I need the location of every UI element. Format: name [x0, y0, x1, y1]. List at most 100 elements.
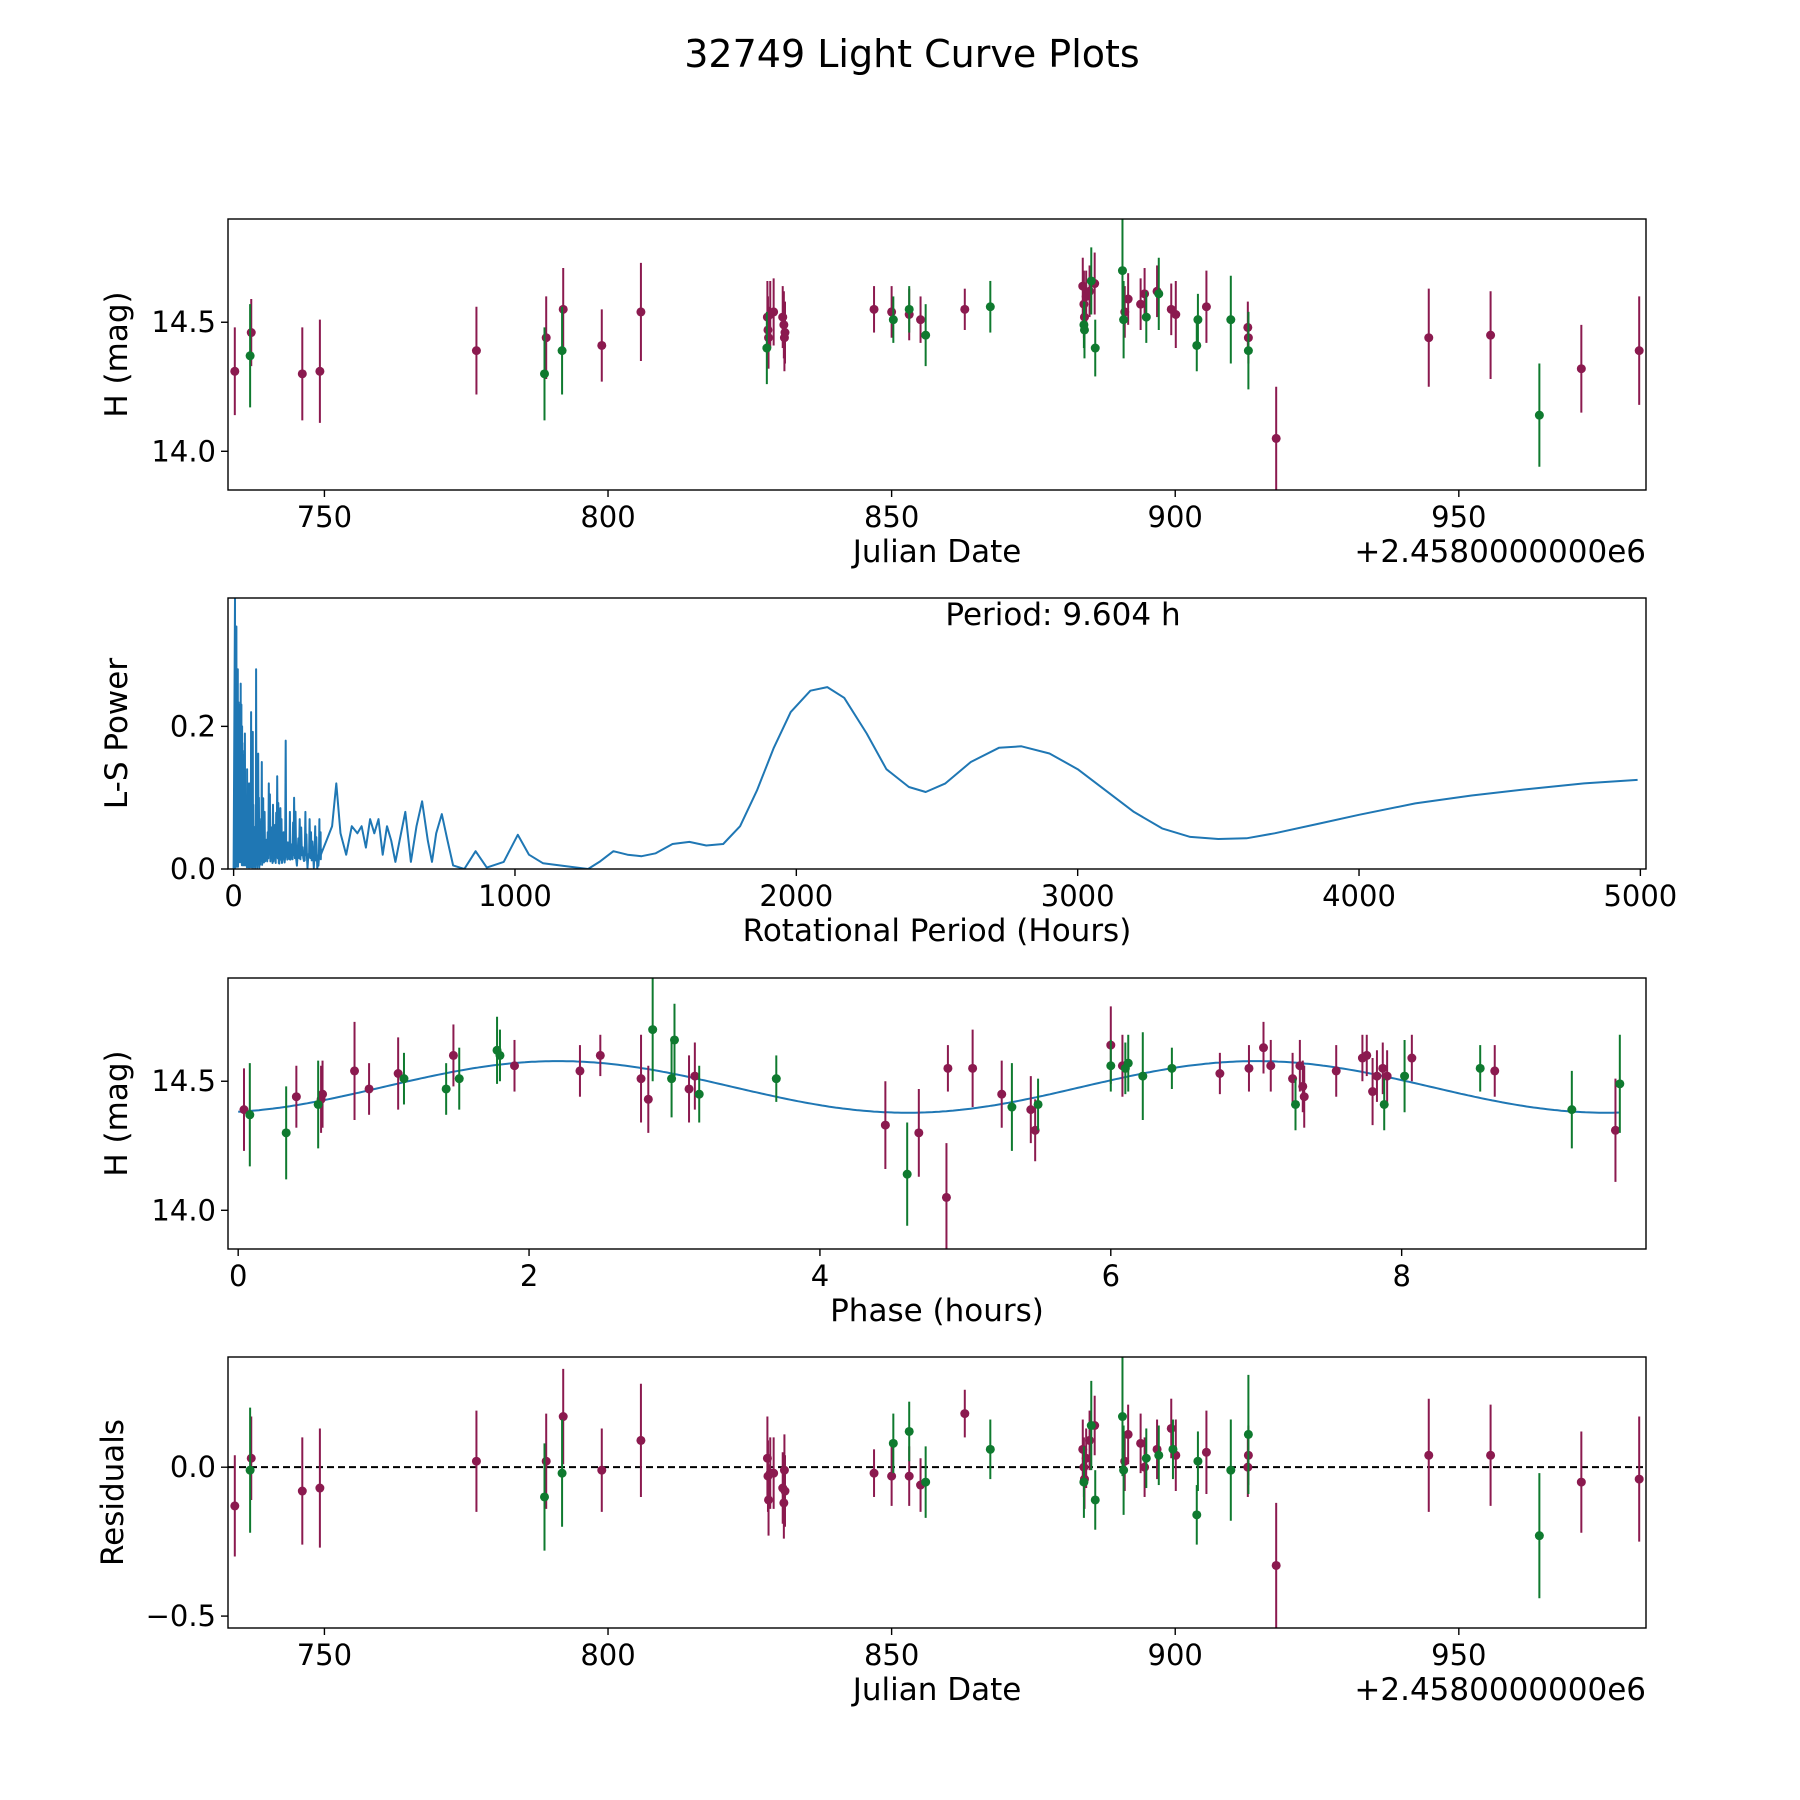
data-point [1117, 1412, 1127, 1422]
data-point [1615, 1079, 1625, 1089]
periodogram-axes-frame [227, 597, 1647, 870]
data-point [318, 1089, 328, 1099]
x-axis-label: Julian Date [851, 534, 1022, 570]
data-point [869, 304, 879, 314]
data-point [1379, 1099, 1389, 1109]
data-point [1090, 343, 1100, 353]
data-point [1534, 1531, 1544, 1541]
data-point [510, 1061, 520, 1071]
x-tick-label: 750 [297, 1638, 352, 1672]
data-point [1567, 1105, 1577, 1115]
data-point [902, 1169, 912, 1179]
x-tick-label: 750 [297, 500, 352, 534]
data-point [904, 304, 914, 314]
x-axis-label: Rotational Period (Hours) [743, 913, 1132, 949]
data-point [471, 346, 481, 356]
data-point [1259, 1043, 1269, 1053]
data-point [769, 307, 779, 317]
data-point [239, 1105, 249, 1115]
data-point [968, 1063, 978, 1073]
data-point [762, 343, 772, 353]
data-point [636, 1435, 646, 1445]
period-annotation: Period: 9.604 h [945, 597, 1180, 633]
data-point [281, 1128, 291, 1138]
data-point [941, 1192, 951, 1202]
data-point [1154, 1450, 1164, 1460]
x-tick-label: 0 [229, 1259, 247, 1293]
data-point [1171, 309, 1181, 319]
data-point [690, 1071, 700, 1081]
x-tick-label: 8 [1392, 1259, 1410, 1293]
data-point [1154, 289, 1164, 299]
data-point [1167, 1063, 1177, 1073]
x-offset-label: +2.4580000000e6 [1354, 1672, 1646, 1708]
data-point [441, 1084, 451, 1094]
data-point [888, 1438, 898, 1448]
data-point [558, 304, 568, 314]
data-point [539, 369, 549, 379]
data-point [315, 366, 325, 376]
x-tick-label: 2000 [759, 879, 833, 913]
data-point [1136, 299, 1146, 309]
data-point [1086, 1420, 1096, 1430]
data-point [350, 1066, 360, 1076]
data-point [230, 1501, 240, 1511]
data-point [887, 307, 897, 317]
y-tick-label: 14.0 [151, 1193, 216, 1227]
lightcurve-plot-area [230, 219, 1644, 490]
phased-series-B [245, 978, 1625, 1226]
data-point [245, 1110, 255, 1120]
data-point [1271, 1560, 1281, 1570]
data-point [1475, 1063, 1485, 1073]
data-point [1086, 276, 1096, 286]
data-point [1299, 1092, 1309, 1102]
data-point [541, 1456, 551, 1466]
data-point [557, 346, 567, 356]
data-point [1123, 1429, 1133, 1439]
data-point [246, 328, 256, 338]
data-point [921, 330, 931, 340]
data-point [769, 1468, 779, 1478]
data-point [1244, 1063, 1254, 1073]
data-point [1123, 1058, 1133, 1068]
data-point [914, 1128, 924, 1138]
data-point [1634, 346, 1644, 356]
x-tick-label: 3000 [1041, 879, 1115, 913]
data-point [904, 1426, 914, 1436]
data-point [597, 1465, 607, 1475]
residuals-panel: 750 800 850 900 950 −0.5 0.0 Julian Date Residua… [95, 1356, 1647, 1708]
data-point [557, 1468, 567, 1478]
data-point [558, 1412, 568, 1422]
data-point [1215, 1068, 1225, 1078]
data-point [780, 1486, 790, 1496]
data-point [399, 1074, 409, 1084]
periodogram-plot-area [232, 598, 1638, 869]
data-point [1085, 1435, 1095, 1445]
data-point [997, 1089, 1007, 1099]
data-point [694, 1089, 704, 1099]
data-point [1400, 1071, 1410, 1081]
data-point [1368, 1087, 1378, 1097]
x-tick-label: 0 [224, 879, 242, 913]
x-tick-label: 950 [1431, 1638, 1486, 1672]
x-tick-label: 6 [1102, 1259, 1120, 1293]
data-point [888, 315, 898, 325]
phased-plot-area [238, 978, 1625, 1249]
data-point [597, 340, 607, 350]
data-point [1192, 340, 1202, 350]
x-tick-label: 900 [1148, 1638, 1203, 1672]
data-point [230, 366, 240, 376]
data-point [669, 1035, 679, 1045]
lightcurve-axes-frame [227, 218, 1647, 491]
data-point [985, 1444, 995, 1454]
data-point [771, 1074, 781, 1084]
y-tick-label: 0.0 [170, 852, 216, 886]
data-point [471, 1456, 481, 1466]
data-point [1331, 1066, 1341, 1076]
data-point [636, 307, 646, 317]
lightcurve-panel: 750 800 850 900 950 14.0 14.5 Julian Date H (mag… [99, 218, 1647, 570]
data-point [539, 1492, 549, 1502]
data-point [1106, 1061, 1116, 1071]
data-point [1085, 286, 1095, 296]
